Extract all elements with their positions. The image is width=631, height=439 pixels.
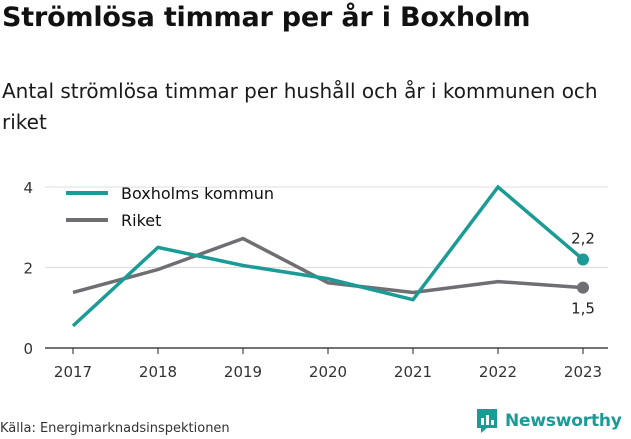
series-line-riket [72, 236, 584, 295]
x-tick-label: 2021 [394, 363, 432, 381]
legend: Boxholms kommun Riket [66, 184, 274, 230]
x-tick-label: 2023 [564, 363, 602, 381]
y-axis-ticks: 0 2 4 [23, 179, 33, 358]
source-note: Källa: Energimarknadsinspektionen [0, 421, 230, 436]
newsworthy-logo-icon [477, 409, 497, 433]
end-value-label: 2,2 [571, 229, 595, 247]
x-tick-label: 2018 [139, 363, 177, 381]
x-axis: 2017 2018 2019 2020 2021 2022 2023 [54, 348, 602, 381]
legend-label: Boxholms kommun [121, 184, 274, 203]
grid-lines [45, 186, 608, 349]
x-tick-label: 2020 [309, 363, 347, 381]
x-tick-label: 2017 [54, 363, 92, 381]
brand-name: Newsworthy [505, 411, 622, 431]
chart-subtitle: Antal strömlösa timmar per hushåll och å… [2, 79, 598, 134]
x-tick-label: 2022 [479, 363, 517, 381]
end-point-marker [577, 281, 589, 294]
y-tick-label: 4 [23, 179, 33, 197]
legend-label: Riket [121, 211, 161, 230]
brand-logo: Newsworthy [475, 406, 622, 436]
x-tick-label: 2019 [224, 363, 262, 381]
end-value-label: 1,5 [571, 300, 595, 318]
y-tick-label: 2 [23, 260, 33, 278]
end-point-marker [577, 253, 589, 266]
series-line-boxholm [71, 184, 585, 328]
chart-title: Strömlösa timmar per år i Boxholm [2, 2, 531, 33]
y-tick-label: 0 [23, 340, 33, 358]
series-lines: 1,5 2,2 [71, 184, 595, 328]
